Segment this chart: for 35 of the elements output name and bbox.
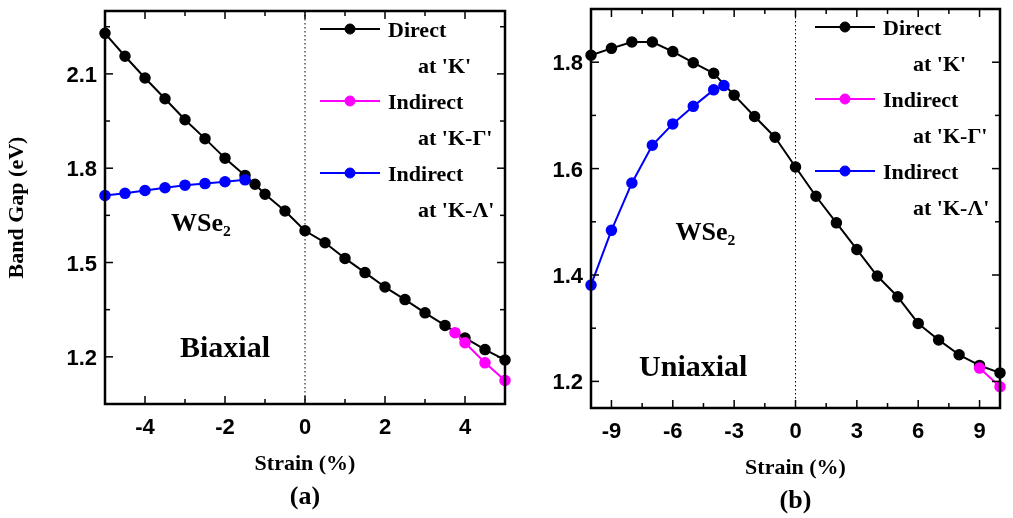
annotation: WSe₂ xyxy=(675,217,736,247)
x-tick-label: -2 xyxy=(215,414,235,439)
x-tick-label: 4 xyxy=(458,414,472,439)
y-axis-title: Band Gap (eV) xyxy=(3,136,28,279)
x-tick-label: 0 xyxy=(298,414,312,439)
text: (a) xyxy=(289,481,321,510)
y-tick-label: 1.2 xyxy=(552,369,583,395)
y-tick-label: 1.2 xyxy=(66,344,97,370)
legend-label: Indirect at 'K-Λ' xyxy=(388,161,495,222)
x-tick-label: -4 xyxy=(135,414,156,439)
y-tick-label: 1.8 xyxy=(66,156,97,182)
y-tick-label: 1.4 xyxy=(552,263,584,288)
x-tick-label: 6 xyxy=(912,418,925,443)
y-tick-label: 2.1 xyxy=(66,61,97,87)
x-tick-label: -9 xyxy=(601,418,622,443)
x-axis-title: Strain (%) xyxy=(254,450,356,475)
legend-label: Indirect at 'K-Γ' xyxy=(883,87,988,148)
legend-label: Indirect at 'K-Λ' xyxy=(883,159,990,220)
x-tick-label: 2 xyxy=(378,414,392,439)
x-tick-label: 0 xyxy=(789,418,802,443)
y-tick-label: 1.8 xyxy=(552,50,583,76)
text: (b) xyxy=(779,485,812,514)
legend-label: Direct at 'K' xyxy=(388,17,472,78)
x-tick-label: 9 xyxy=(973,418,986,443)
y-tick-label: 1.5 xyxy=(66,250,97,276)
legend-label: Indirect at 'K-Γ' xyxy=(388,89,493,150)
annotation: Uniaxial xyxy=(639,349,748,383)
x-tick-label: -3 xyxy=(724,418,744,443)
annotation: WSe₂ xyxy=(171,208,232,238)
x-tick-label: 3 xyxy=(850,418,863,443)
annotation: Biaxial xyxy=(179,329,271,363)
y-tick-label: 1.6 xyxy=(552,156,583,182)
x-axis-title: Strain (%) xyxy=(745,454,846,479)
legend-label: Direct at 'K' xyxy=(883,15,967,76)
x-tick-label: -6 xyxy=(663,418,683,443)
